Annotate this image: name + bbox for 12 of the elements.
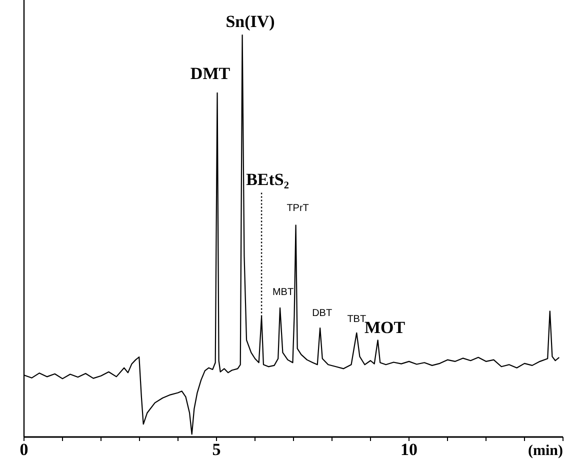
annotation: DBT [312, 308, 332, 320]
annotation: BEtS₂ [246, 170, 289, 189]
x-tick-label: 5 [212, 440, 221, 459]
annotation: TBT [347, 314, 366, 325]
annotation: TPrT [286, 203, 309, 214]
x-axis-title: (min) [528, 443, 563, 459]
x-tick-label: 10 [400, 440, 418, 459]
annotation: MBT [272, 286, 294, 298]
annotation: Sn(IV) [226, 12, 275, 31]
annotation: MOT [364, 318, 406, 338]
x-tick-label: 0 [20, 440, 28, 459]
annotation: DMT [190, 64, 231, 83]
